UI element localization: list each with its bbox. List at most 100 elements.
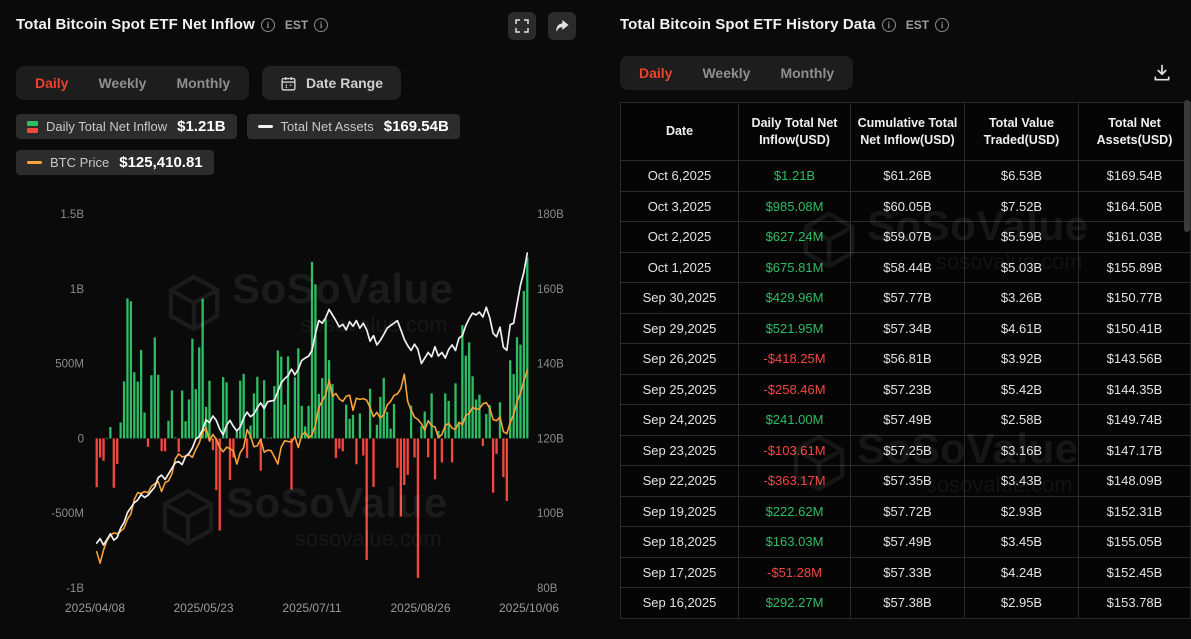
cell-cumulative-inflow: $57.72B (850, 495, 965, 527)
cell-cumulative-inflow: $58.44B (850, 251, 965, 283)
fullscreen-expand-icon (514, 18, 530, 34)
cell-value-traded: $2.95B (964, 587, 1079, 619)
cell-daily-inflow: $429.96M (738, 282, 851, 314)
chart-period-tabs: Daily Weekly Monthly (16, 66, 250, 100)
tab-daily[interactable]: Daily (35, 75, 69, 91)
cell-net-assets: $153.78B (1078, 587, 1191, 619)
cell-date: Sep 23,2025 (620, 434, 739, 466)
cell-date: Sep 24,2025 (620, 404, 739, 436)
cell-cumulative-inflow: $60.05B (850, 190, 965, 222)
cell-cumulative-inflow: $57.25B (850, 434, 965, 466)
cell-net-assets: $152.45B (1078, 556, 1191, 588)
cell-cumulative-inflow: $57.35B (850, 465, 965, 497)
etf-history-table: Date Daily Total Net Inflow(USD) Cumulativ… (620, 102, 1191, 619)
table-row: Sep 26,2025 -$418.25M $56.81B $3.92B $143.56… (620, 343, 1191, 375)
cell-value-traded: $6.53B (964, 160, 1079, 192)
cell-net-assets: $150.41B (1078, 312, 1191, 344)
cell-cumulative-inflow: $57.33B (850, 556, 965, 588)
svg-text:2025/10/06: 2025/10/06 (499, 601, 559, 615)
legend-net-assets[interactable]: Total Net Assets $169.54B (246, 114, 460, 139)
cell-date: Sep 18,2025 (620, 526, 739, 558)
cell-date: Sep 25,2025 (620, 373, 739, 405)
cell-cumulative-inflow: $61.26B (850, 160, 965, 192)
legend-value: $125,410.81 (119, 154, 203, 171)
column-header: Date (620, 102, 739, 161)
svg-text:-1B: -1B (66, 583, 84, 595)
green-red-bars-icon (27, 120, 38, 133)
cell-date: Oct 1,2025 (620, 251, 739, 283)
cell-net-assets: $164.50B (1078, 190, 1191, 222)
history-data-panel: Total Bitcoin Spot ETF History Data EST … (608, 0, 1191, 639)
info-icon[interactable] (935, 17, 950, 32)
svg-text:180B: 180B (537, 209, 564, 221)
cell-date: Sep 26,2025 (620, 343, 739, 375)
cell-date: Oct 2,2025 (620, 221, 739, 253)
svg-text:120B: 120B (537, 433, 564, 445)
cell-daily-inflow: -$51.28M (738, 556, 851, 588)
tab-monthly[interactable]: Monthly (780, 65, 835, 81)
legend-daily-inflow[interactable]: Daily Total Net Inflow $1.21B (16, 114, 237, 139)
info-icon[interactable] (260, 17, 275, 32)
cell-value-traded: $5.03B (964, 251, 1079, 283)
tab-weekly[interactable]: Weekly (98, 75, 147, 91)
chart-legend-row2: BTC Price $125,410.81 (16, 150, 214, 175)
cell-net-assets: $144.35B (1078, 373, 1191, 405)
cell-daily-inflow: $985.08M (738, 190, 851, 222)
svg-text:500M: 500M (55, 359, 84, 371)
cell-date: Sep 30,2025 (620, 282, 739, 314)
svg-text:-500M: -500M (51, 508, 84, 520)
chart-header: Total Bitcoin Spot ETF Net Inflow EST (16, 16, 329, 33)
table-row: Sep 16,2025 $292.27M $57.38B $2.95B $153.78B (620, 587, 1191, 619)
cell-net-assets: $150.77B (1078, 282, 1191, 314)
svg-text:100B: 100B (537, 508, 564, 520)
timezone-label: EST (284, 17, 309, 32)
cell-cumulative-inflow: $57.23B (850, 373, 965, 405)
legend-value: $1.21B (177, 118, 226, 135)
legend-label: BTC Price (50, 155, 110, 170)
cell-net-assets: $155.05B (1078, 526, 1191, 558)
table-row: Sep 24,2025 $241.00M $57.49B $2.58B $149.74B (620, 404, 1191, 436)
download-tray-icon (1152, 63, 1172, 83)
cell-net-assets: $155.89B (1078, 251, 1191, 283)
cell-net-assets: $149.74B (1078, 404, 1191, 436)
column-header: Daily Total Net Inflow(USD) (738, 102, 851, 161)
cell-daily-inflow: $163.03M (738, 526, 851, 558)
orange-line-icon (27, 161, 42, 164)
timezone-label: EST (905, 17, 930, 32)
cell-value-traded: $5.59B (964, 221, 1079, 253)
cell-value-traded: $3.26B (964, 282, 1079, 314)
cell-date: Sep 29,2025 (620, 312, 739, 344)
date-range-button[interactable]: Date Range (262, 66, 402, 100)
cell-cumulative-inflow: $56.81B (850, 343, 965, 375)
info-icon[interactable] (881, 17, 896, 32)
tab-monthly[interactable]: Monthly (176, 75, 231, 91)
table-row: Oct 6,2025 $1.21B $61.26B $6.53B $169.54B (620, 160, 1191, 192)
chart-legend: Daily Total Net Inflow $1.21B Total Net … (16, 114, 460, 139)
table-row: Sep 22,2025 -$363.17M $57.35B $3.43B $148.09… (620, 465, 1191, 497)
download-button[interactable] (1149, 60, 1175, 86)
svg-text:2025/05/23: 2025/05/23 (173, 601, 233, 615)
fullscreen-button[interactable] (508, 12, 536, 40)
legend-value: $169.54B (383, 118, 449, 135)
cell-daily-inflow: -$103.61M (738, 434, 851, 466)
inflow-assets-btc-chart[interactable]: 1.5B 1B 500M 0 -500M -1B 180B 160B 140B 120B 100B 8… (0, 198, 604, 626)
calendar-icon (280, 75, 297, 92)
svg-text:80B: 80B (537, 583, 558, 595)
cell-daily-inflow: -$258.46M (738, 373, 851, 405)
tab-daily[interactable]: Daily (639, 65, 673, 81)
cell-value-traded: $2.58B (964, 404, 1079, 436)
cell-daily-inflow: $222.62M (738, 495, 851, 527)
vertical-scrollbar[interactable] (1184, 100, 1190, 232)
tab-weekly[interactable]: Weekly (702, 65, 751, 81)
svg-text:1.5B: 1.5B (60, 209, 84, 221)
info-icon[interactable] (314, 17, 329, 32)
svg-text:1B: 1B (70, 284, 84, 296)
svg-text:140B: 140B (537, 359, 564, 371)
cell-net-assets: $152.31B (1078, 495, 1191, 527)
table-row: Oct 2,2025 $627.24M $59.07B $5.59B $161.03B (620, 221, 1191, 253)
table-row: Sep 23,2025 -$103.61M $57.25B $3.16B $147.17… (620, 434, 1191, 466)
share-button[interactable] (548, 12, 576, 40)
cell-daily-inflow: $1.21B (738, 160, 851, 192)
cell-value-traded: $2.93B (964, 495, 1079, 527)
legend-btc-price[interactable]: BTC Price $125,410.81 (16, 150, 214, 175)
